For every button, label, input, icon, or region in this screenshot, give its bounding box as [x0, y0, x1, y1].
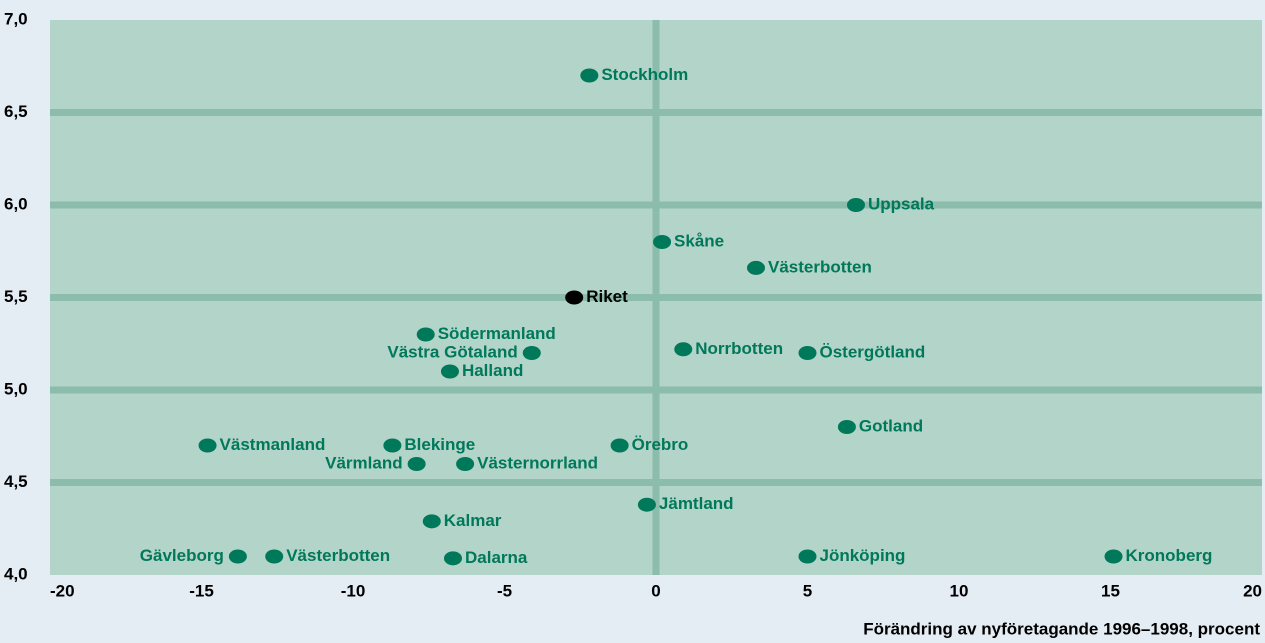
point	[846, 198, 865, 212]
point	[443, 551, 462, 566]
point	[416, 327, 435, 342]
point	[1104, 549, 1123, 564]
x-tick-label: 15	[1101, 581, 1120, 600]
point	[746, 260, 765, 275]
point-label: Gävleborg	[140, 546, 224, 565]
point-label: Västerbotten	[286, 546, 390, 565]
point-label: Kalmar	[444, 511, 502, 530]
point	[798, 346, 817, 360]
point-label: Södermanland	[438, 324, 556, 343]
point-label: Västerbotten	[768, 257, 872, 276]
point	[422, 514, 441, 529]
point	[407, 457, 426, 471]
point	[837, 420, 856, 434]
point	[653, 235, 672, 249]
point-label: Västernorrland	[477, 453, 598, 472]
point-label: Norrbotten	[695, 339, 783, 358]
point-label: Skåne	[674, 231, 724, 250]
y-tick-label: 4,5	[4, 472, 28, 491]
point-label: Västmanland	[220, 435, 326, 454]
y-tick-label: 7,0	[4, 9, 28, 28]
point-label: Värmland	[325, 453, 402, 472]
point-label: Stockholm	[601, 65, 688, 84]
y-tick-label: 6,5	[4, 102, 28, 121]
point	[265, 549, 284, 564]
point-label: Riket	[586, 287, 628, 306]
point-label: Blekinge	[404, 435, 475, 454]
point	[637, 497, 656, 512]
x-tick-label: 10	[950, 581, 969, 600]
point-label: Örebro	[632, 435, 689, 454]
point	[674, 342, 693, 357]
y-tick-label: 5,0	[4, 379, 28, 398]
point-label: Halland	[462, 361, 523, 380]
point-label: Gotland	[859, 416, 923, 435]
x-tick-label: 5	[803, 581, 812, 600]
point	[798, 549, 817, 564]
point	[440, 364, 459, 379]
point	[565, 290, 584, 305]
y-tick-label: 6,0	[4, 194, 28, 213]
x-tick-label: -10	[341, 581, 366, 600]
point-label: Kronoberg	[1126, 546, 1213, 565]
x-tick-label: 0	[651, 581, 660, 600]
x-tick-label: -15	[189, 581, 214, 600]
point	[228, 549, 247, 564]
x-axis-label: Förändring av nyföretagande 1996–1998, p…	[863, 619, 1260, 638]
point	[610, 438, 629, 453]
point	[522, 346, 541, 360]
point	[580, 68, 599, 83]
point-label: Västra Götaland	[387, 342, 517, 361]
x-tick-label: -5	[497, 581, 512, 600]
point	[456, 457, 475, 471]
x-tick-label: 20	[1243, 581, 1262, 600]
point	[198, 438, 217, 453]
y-tick-label: 5,5	[4, 287, 28, 306]
point-label: Jönköping	[820, 546, 906, 565]
point-label: Uppsala	[868, 194, 935, 213]
point-label: Dalarna	[465, 548, 528, 567]
x-tick-label: -20	[50, 581, 75, 600]
point-label: Jämtland	[659, 494, 734, 513]
y-tick-label: 4,0	[4, 564, 28, 583]
point	[383, 438, 402, 453]
point-label: Östergötland	[820, 342, 926, 361]
